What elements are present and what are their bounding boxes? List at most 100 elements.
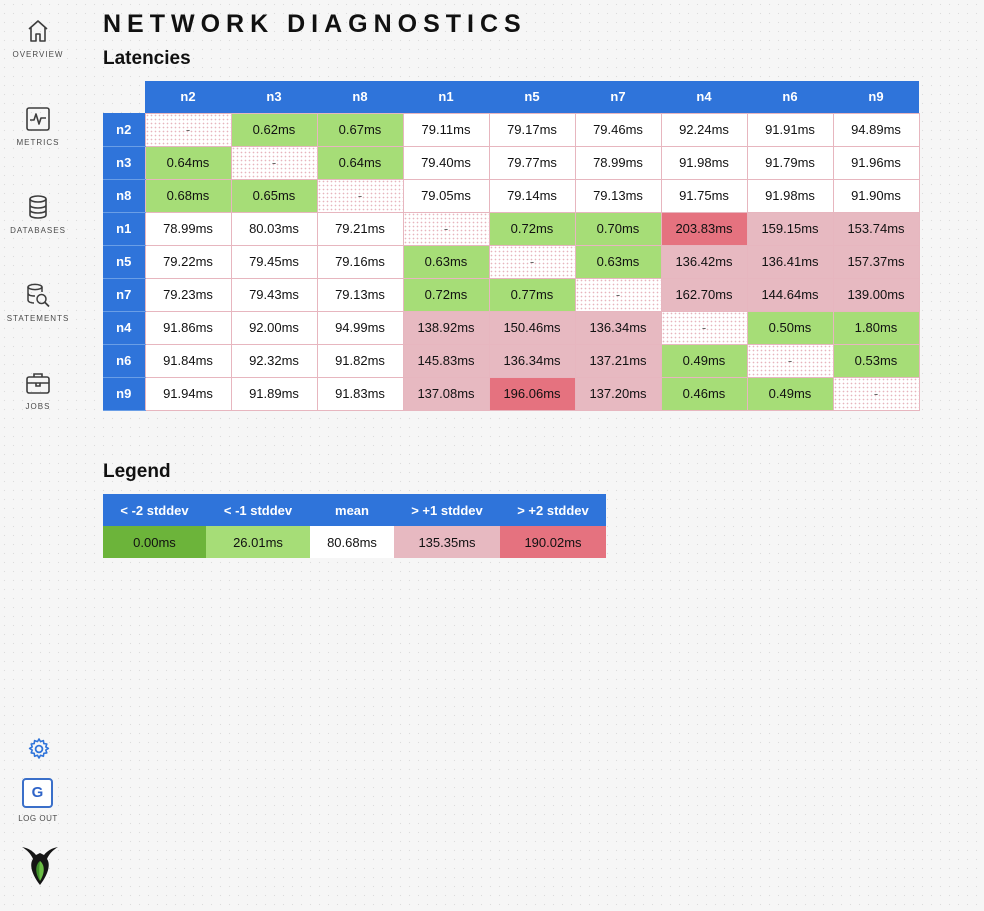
matrix-cell: 79.21ms [316, 211, 404, 246]
matrix-cell: 157.37ms [832, 244, 920, 279]
legend-heading: Legend [103, 461, 171, 482]
matrix-column-header: n7 [575, 81, 661, 113]
sidebar: OVERVIEW METRICS DATABASES STATEMENTS JO… [0, 0, 76, 911]
sidebar-item-databases[interactable]: DATABASES [0, 194, 76, 235]
sidebar-item-metrics[interactable]: METRICS [0, 106, 76, 147]
matrix-header-row: n2 n3 n8 n1 n5 n7 n4 n6 n9 [103, 81, 919, 113]
matrix-cell: 79.13ms [574, 178, 662, 213]
matrix-self-cell: - [316, 178, 404, 213]
matrix-column-header: n4 [661, 81, 747, 113]
sidebar-item-label: METRICS [16, 138, 60, 147]
matrix-self-cell: - [746, 343, 834, 378]
matrix-cell: 0.77ms [488, 277, 576, 312]
matrix-self-cell: - [230, 145, 318, 180]
matrix-cell: 0.68ms [144, 178, 232, 213]
matrix-row-header: n1 [103, 212, 145, 246]
matrix-cell: 91.82ms [316, 343, 404, 378]
matrix-column-header: n5 [489, 81, 575, 113]
matrix-cell: 91.96ms [832, 145, 920, 180]
matrix-cell: 0.72ms [402, 277, 490, 312]
matrix-cell: 91.94ms [144, 376, 232, 411]
matrix-cell: 1.80ms [832, 310, 920, 345]
sidebar-item-statements[interactable]: STATEMENTS [0, 282, 76, 323]
matrix-row-header: n7 [103, 278, 145, 312]
matrix-cell: 91.86ms [144, 310, 232, 345]
metrics-icon [26, 107, 50, 131]
matrix-cell: 91.75ms [660, 178, 748, 213]
matrix-cell: 0.49ms [660, 343, 748, 378]
matrix-cell: 138.92ms [402, 310, 490, 345]
matrix-row-header: n2 [103, 113, 145, 147]
matrix-cell: 79.16ms [316, 244, 404, 279]
matrix-row-header: n3 [103, 146, 145, 180]
matrix-self-cell: - [832, 376, 920, 411]
matrix-cell: 79.45ms [230, 244, 318, 279]
matrix-cell: 136.42ms [660, 244, 748, 279]
cockroach-logo-icon [22, 847, 58, 885]
matrix-cell: 203.83ms [660, 211, 748, 246]
user-avatar[interactable]: G [22, 778, 53, 808]
legend-value: 80.68ms [310, 526, 394, 558]
matrix-column-header: n1 [403, 81, 489, 113]
matrix-row: n8 0.68ms 0.65ms -79.05ms 79.14ms 79.13ms 91.7… [103, 178, 920, 213]
matrix-cell: 79.43ms [230, 277, 318, 312]
sidebar-item-jobs[interactable]: JOBS [0, 370, 76, 411]
matrix-column-header: n3 [231, 81, 317, 113]
matrix-cell: 136.34ms [574, 310, 662, 345]
database-icon [29, 195, 47, 219]
matrix-cell: 159.15ms [746, 211, 834, 246]
matrix-self-cell: - [574, 277, 662, 312]
logout-link[interactable]: LOG OUT [18, 814, 58, 823]
matrix-self-cell: - [488, 244, 576, 279]
legend-value-row: 0.00ms 26.01ms 80.68ms 135.35ms 190.02ms [103, 526, 606, 558]
matrix-cell: 0.72ms [488, 211, 576, 246]
legend-value: 190.02ms [500, 526, 606, 558]
matrix-cell: 79.46ms [574, 112, 662, 147]
matrix-cell: 144.64ms [746, 277, 834, 312]
matrix-cell: 0.46ms [660, 376, 748, 411]
matrix-cell: 92.24ms [660, 112, 748, 147]
matrix-cell: 79.13ms [316, 277, 404, 312]
matrix-row: n1 78.99ms 80.03ms 79.21ms -0.72ms 0.70ms 203.… [103, 211, 920, 246]
matrix-cell: 137.08ms [402, 376, 490, 411]
matrix-cell: 0.63ms [402, 244, 490, 279]
gear-icon[interactable] [27, 737, 51, 761]
matrix-row-header: n6 [103, 344, 145, 378]
matrix-cell: 150.46ms [488, 310, 576, 345]
matrix-row-header: n9 [103, 377, 145, 411]
matrix-row: n3 0.64ms -0.64ms 79.40ms 79.77ms 78.99ms 91.9… [103, 145, 920, 180]
matrix-cell: 94.89ms [832, 112, 920, 147]
matrix-cell: 162.70ms [660, 277, 748, 312]
matrix-cell: 91.98ms [660, 145, 748, 180]
matrix-cell: 0.49ms [746, 376, 834, 411]
matrix-corner [103, 81, 145, 113]
latency-matrix: n2 n3 n8 n1 n5 n7 n4 n6 n9 n2-0.62ms 0.67ms 79.11m… [103, 81, 920, 411]
matrix-row-header: n5 [103, 245, 145, 279]
matrix-cell: 91.89ms [230, 376, 318, 411]
legend-value: 26.01ms [206, 526, 310, 558]
matrix-self-cell: - [660, 310, 748, 345]
legend-header: < -1 stddev [206, 494, 310, 526]
home-icon [28, 20, 48, 42]
matrix-cell: 78.99ms [144, 211, 232, 246]
legend-table: < -2 stddev < -1 stddev mean > +1 stddev… [103, 494, 606, 558]
matrix-cell: 79.23ms [144, 277, 232, 312]
matrix-row: n5 79.22ms 79.45ms 79.16ms 0.63ms -0.63ms 136.… [103, 244, 920, 279]
matrix-self-cell: - [144, 112, 232, 147]
matrix-cell: 0.50ms [746, 310, 834, 345]
matrix-cell: 153.74ms [832, 211, 920, 246]
matrix-cell: 136.41ms [746, 244, 834, 279]
matrix-cell: 0.70ms [574, 211, 662, 246]
matrix-cell: 0.53ms [832, 343, 920, 378]
page-title: NETWORK DIAGNOSTICS [103, 10, 527, 38]
matrix-cell: 145.83ms [402, 343, 490, 378]
briefcase-icon [26, 373, 50, 394]
matrix-row: n9 91.94ms 91.89ms 91.83ms 137.08ms 196.06ms 1… [103, 376, 920, 411]
matrix-cell: 79.14ms [488, 178, 576, 213]
matrix-cell: 0.63ms [574, 244, 662, 279]
sidebar-item-overview[interactable]: OVERVIEW [0, 18, 76, 59]
matrix-cell: 79.17ms [488, 112, 576, 147]
matrix-cell: 0.65ms [230, 178, 318, 213]
matrix-row: n7 79.23ms 79.43ms 79.13ms 0.72ms 0.77ms -162.… [103, 277, 920, 312]
sidebar-item-label: JOBS [25, 402, 51, 411]
